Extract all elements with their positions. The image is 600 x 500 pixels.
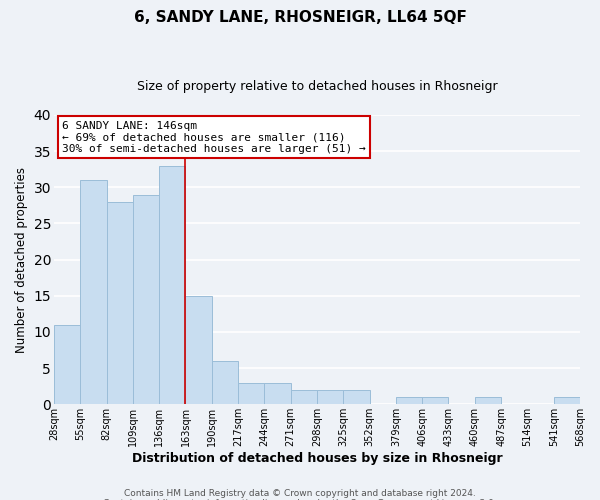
Title: Size of property relative to detached houses in Rhosneigr: Size of property relative to detached ho… (137, 80, 497, 93)
Bar (265, 382, 290, 404)
Bar (159, 166, 185, 404)
Text: 6 SANDY LANE: 146sqm
← 69% of detached houses are smaller (116)
30% of semi-deta: 6 SANDY LANE: 146sqm ← 69% of detached h… (62, 120, 366, 154)
Bar (396, 397, 422, 404)
X-axis label: Distribution of detached houses by size in Rhosneigr: Distribution of detached houses by size … (131, 452, 502, 465)
Bar (343, 390, 370, 404)
Bar (554, 397, 580, 404)
Bar (317, 390, 343, 404)
Y-axis label: Number of detached properties: Number of detached properties (15, 166, 28, 352)
Bar (290, 390, 317, 404)
Bar (185, 296, 212, 405)
Bar (107, 202, 133, 404)
Text: Contains public sector information licensed under the Open Government Licence v3: Contains public sector information licen… (103, 498, 497, 500)
Bar (238, 382, 265, 404)
Bar (475, 397, 501, 404)
Text: 6, SANDY LANE, RHOSNEIGR, LL64 5QF: 6, SANDY LANE, RHOSNEIGR, LL64 5QF (134, 10, 466, 25)
Bar (54, 324, 80, 404)
Bar (422, 397, 448, 404)
Text: Contains HM Land Registry data © Crown copyright and database right 2024.: Contains HM Land Registry data © Crown c… (124, 488, 476, 498)
Bar (133, 194, 159, 404)
Bar (212, 361, 238, 405)
Bar (80, 180, 107, 404)
